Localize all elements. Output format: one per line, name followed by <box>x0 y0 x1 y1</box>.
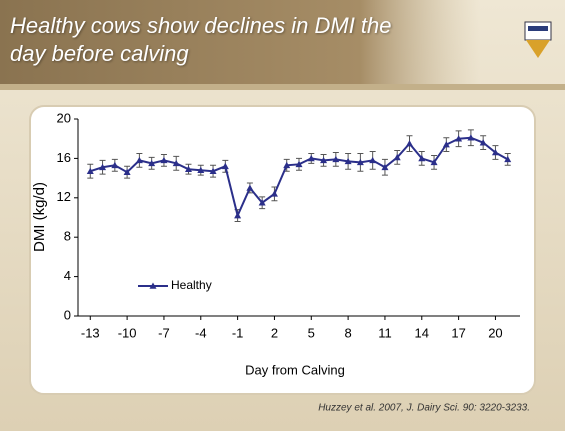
marker <box>491 148 499 156</box>
logo <box>524 21 552 58</box>
marker <box>307 154 315 162</box>
marker <box>234 212 242 219</box>
title-banner <box>0 0 480 84</box>
marker <box>406 140 413 147</box>
marker <box>258 199 266 206</box>
legend-label: Healthy <box>171 278 212 292</box>
y-axis-label: DMI (kg/d) <box>31 182 48 252</box>
marker <box>160 156 168 164</box>
marker <box>111 161 119 169</box>
x-tick-label: 2 <box>271 325 278 340</box>
slide-title: Healthy cows show declines in DMI the da… <box>10 13 392 66</box>
marker <box>455 135 463 142</box>
marker <box>283 161 291 169</box>
x-tick-label: 11 <box>378 325 392 340</box>
x-tick-label: 14 <box>415 325 429 340</box>
marker <box>393 153 401 161</box>
marker <box>209 167 217 175</box>
marker <box>320 156 328 164</box>
x-tick-label: -13 <box>81 325 100 340</box>
y-tick-label: 0 <box>64 307 71 322</box>
x-tick-label: -10 <box>118 325 137 340</box>
marker <box>332 155 340 163</box>
marker <box>369 156 377 164</box>
marker <box>504 155 512 163</box>
marker <box>381 163 389 171</box>
x-tick-label: 5 <box>308 325 315 340</box>
marker <box>135 156 143 164</box>
marker <box>418 154 426 162</box>
marker <box>221 162 229 170</box>
citation: Huzzey et al. 2007, J. Dairy Sci. 90: 32… <box>318 403 530 414</box>
y-tick-label: 16 <box>57 150 71 165</box>
banner-edge <box>0 84 565 90</box>
marker <box>467 134 475 141</box>
x-tick-label: -4 <box>195 325 207 340</box>
marker <box>430 158 438 166</box>
y-tick-label: 20 <box>57 110 71 125</box>
marker <box>270 190 278 197</box>
marker <box>442 141 450 148</box>
marker <box>295 160 303 168</box>
marker <box>356 158 364 166</box>
marker <box>99 163 107 171</box>
y-tick-label: 8 <box>64 229 71 244</box>
marker <box>479 139 487 146</box>
legend-marker <box>149 282 157 289</box>
marker <box>86 167 94 175</box>
marker <box>148 159 156 167</box>
x-tick-label: -7 <box>158 325 170 340</box>
x-tick-label: -1 <box>232 325 244 340</box>
marker <box>246 184 254 191</box>
x-tick-label: 20 <box>488 325 502 340</box>
marker <box>185 165 192 173</box>
x-axis-label: Day from Calving <box>245 362 345 377</box>
y-tick-label: 4 <box>64 268 71 283</box>
y-tick-label: 12 <box>57 189 71 204</box>
marker <box>344 157 352 165</box>
x-tick-label: 17 <box>451 325 465 340</box>
chart-panel <box>29 105 536 395</box>
marker <box>172 159 180 167</box>
marker <box>197 166 205 174</box>
marker <box>123 168 131 175</box>
x-tick-label: 8 <box>344 325 351 340</box>
